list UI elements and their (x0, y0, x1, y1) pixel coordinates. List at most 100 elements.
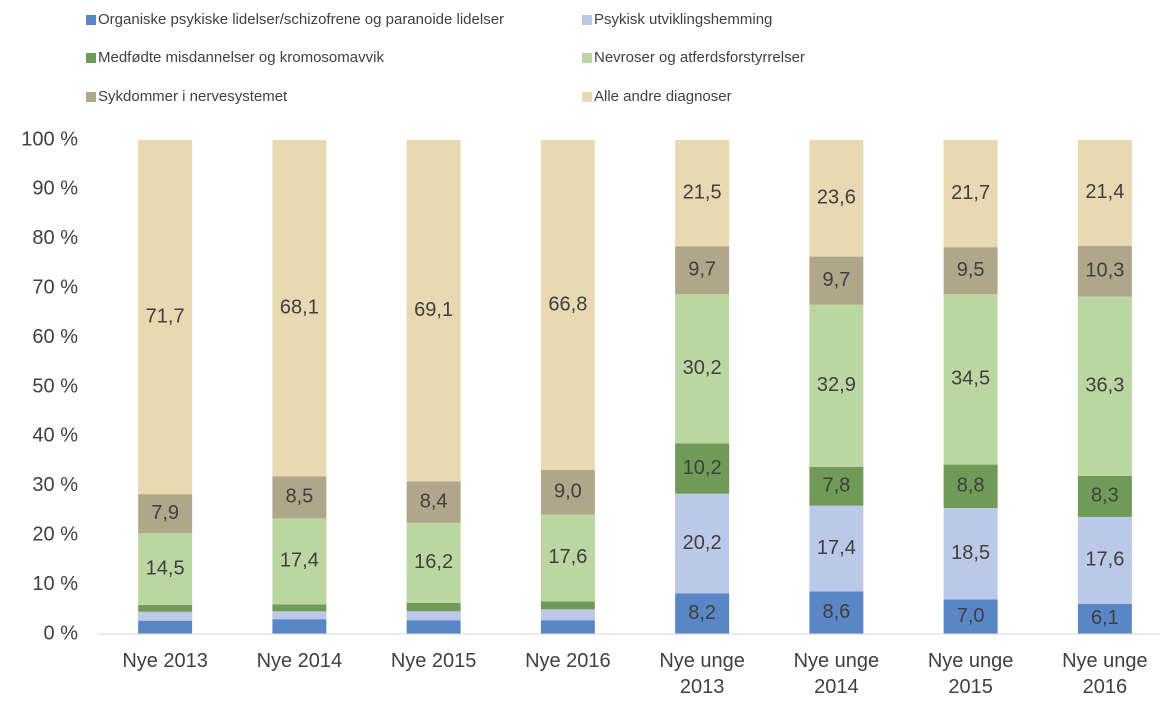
legend-swatch (582, 92, 592, 102)
y-tick-label: 50 % (32, 375, 78, 397)
bar-segment (272, 140, 327, 477)
bar-segment (272, 619, 327, 634)
y-tick-label: 100 % (21, 128, 78, 150)
y-tick-label: 40 % (32, 425, 78, 447)
bar-segment (943, 294, 998, 465)
data-label: 9,0 (554, 481, 582, 503)
bar-segment (406, 481, 461, 523)
legend-swatch (86, 15, 96, 25)
bar-segment (943, 464, 998, 509)
legend-swatch (582, 15, 592, 25)
y-tick-label: 30 % (32, 474, 78, 496)
data-label: 7,0 (957, 605, 985, 627)
bar-segment (138, 533, 193, 605)
legend-label: Alle andre diagnoser (594, 88, 732, 105)
bar-segment (675, 294, 730, 444)
bar-segment (1077, 140, 1132, 246)
data-label: 6,1 (1091, 607, 1119, 629)
legend-label: Organiske psykiske lidelser/schizofrene … (98, 11, 504, 28)
bar-segment (1077, 603, 1132, 634)
bar-segment (943, 508, 998, 600)
data-label: 21,7 (951, 182, 990, 204)
data-label: 9,7 (688, 258, 716, 280)
bar-segment (406, 140, 461, 482)
data-label: 34,5 (951, 368, 990, 390)
data-label: 21,4 (1085, 181, 1124, 203)
data-label: 71,7 (146, 305, 185, 327)
x-tick-label: Nye unge 2016 (1062, 650, 1148, 698)
y-tick-label: 70 % (32, 276, 78, 298)
x-tick-label: Nye 2014 (256, 650, 343, 672)
bar-segment (540, 601, 595, 610)
data-label: 21,5 (683, 181, 722, 203)
data-label: 36,3 (1085, 375, 1124, 397)
bar-segment (809, 505, 864, 592)
bar-segment (943, 140, 998, 248)
data-label: 14,5 (146, 557, 185, 579)
x-tick-label: Nye unge 2013 (659, 650, 745, 698)
data-label: 18,5 (951, 542, 990, 564)
bar-segment (809, 467, 864, 506)
data-label: 8,6 (822, 601, 850, 623)
bar-segment (138, 611, 193, 621)
x-tick-label: Nye unge 2015 (927, 650, 1014, 698)
data-label: 8,8 (957, 475, 985, 497)
data-label: 8,5 (285, 486, 313, 508)
data-label: 16,2 (414, 551, 453, 573)
y-tick-label: 10 % (32, 573, 78, 595)
data-label: 9,5 (957, 259, 985, 281)
bar-segment (406, 602, 461, 612)
bar-segment (272, 604, 327, 612)
data-label: 9,7 (822, 269, 850, 291)
legend-label: Medfødte misdannelser og kromosomavvik (98, 49, 384, 66)
x-tick-label: Nye 2013 (122, 650, 208, 672)
data-label: 23,6 (817, 187, 856, 209)
bar-segment (1077, 516, 1132, 604)
bar-segment (406, 611, 461, 621)
bar-segment (272, 476, 327, 519)
x-tick-label: Nye 2016 (525, 650, 611, 672)
bar-segment (943, 247, 998, 295)
bar-segment (540, 620, 595, 634)
y-tick-label: 90 % (32, 178, 78, 200)
legend-swatch (86, 53, 96, 63)
legend-swatch (86, 92, 96, 102)
data-label: 8,3 (1091, 485, 1119, 507)
x-tick-label: Nye unge 2014 (793, 650, 880, 698)
y-tick-label: 80 % (32, 227, 78, 249)
data-label: 17,6 (1085, 549, 1124, 571)
bar-segment (809, 591, 864, 634)
legend-label: Sykdommer i nervesystemet (98, 88, 288, 105)
data-label: 30,2 (683, 357, 722, 379)
legend-swatch (582, 53, 592, 63)
data-label: 17,4 (280, 550, 319, 572)
data-label: 66,8 (548, 293, 587, 315)
x-tick-label: Nye 2015 (390, 650, 477, 672)
bar-segment (675, 593, 730, 634)
bar-segment (406, 620, 461, 634)
y-tick-label: 0 % (44, 622, 79, 644)
bar-segment (1077, 475, 1132, 517)
data-label: 69,1 (414, 299, 453, 321)
data-label: 32,9 (817, 374, 856, 396)
bar-segment (272, 518, 327, 605)
data-label: 8,4 (420, 490, 448, 512)
bar-segment (1077, 296, 1132, 476)
bar-segment (809, 256, 864, 305)
data-label: 8,2 (688, 602, 716, 624)
bar-segment (809, 140, 864, 257)
bar-segment (540, 469, 595, 515)
bar-segment (540, 609, 595, 621)
bar-segment (809, 304, 864, 468)
bar-segment (1077, 245, 1132, 297)
bar-segment (272, 611, 327, 620)
bar-segment (540, 140, 595, 470)
bar-segment (943, 599, 998, 634)
bar-segment (138, 494, 193, 534)
bar-segment (406, 522, 461, 603)
data-label: 7,9 (151, 502, 179, 524)
y-tick-label: 60 % (32, 326, 78, 348)
data-label: 17,4 (817, 537, 856, 559)
